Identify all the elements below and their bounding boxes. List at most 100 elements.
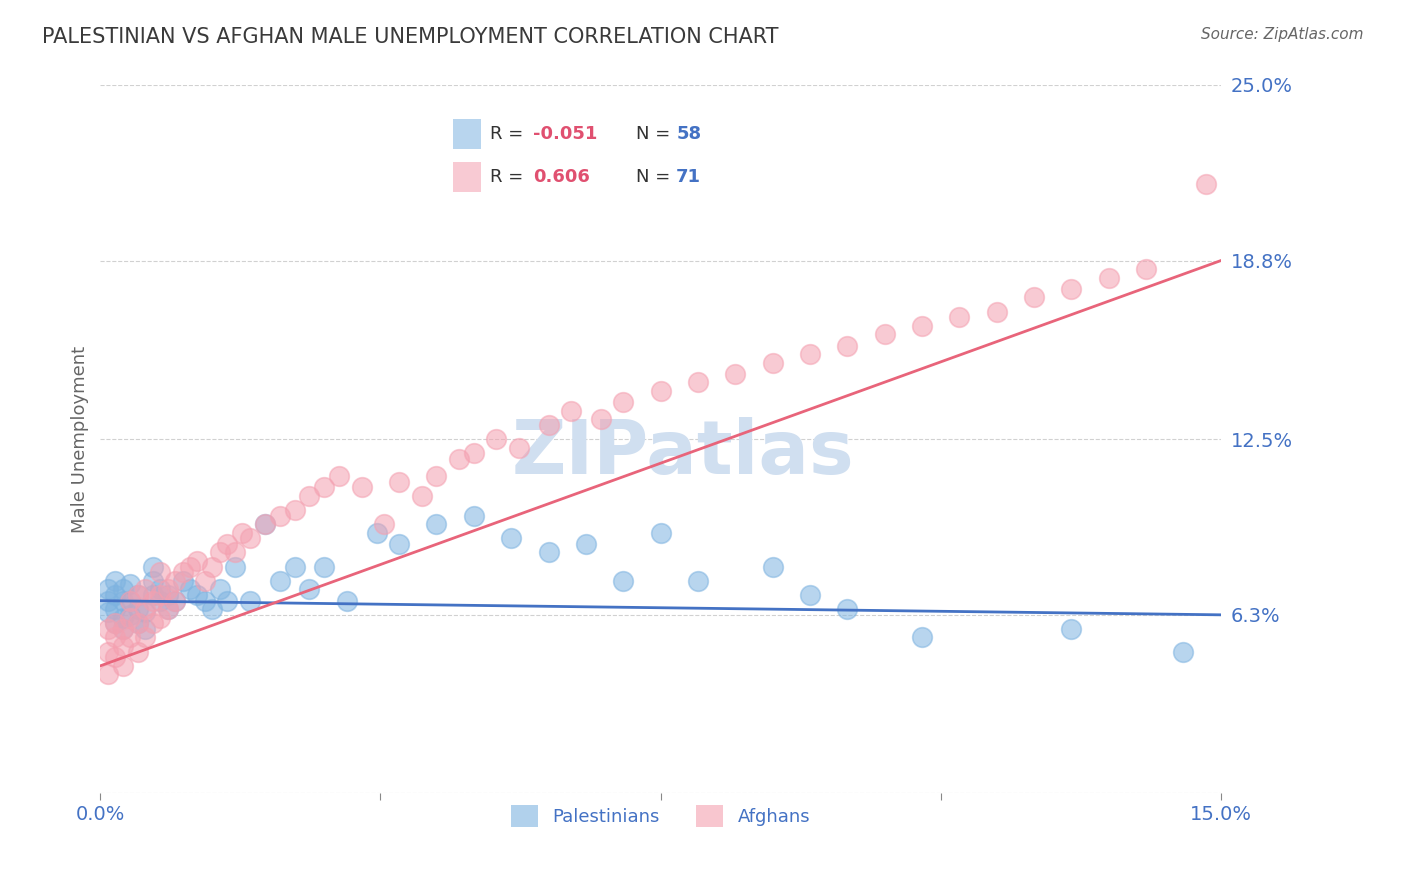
Point bbox=[149, 588, 172, 602]
Point bbox=[111, 639, 134, 653]
Point bbox=[111, 593, 134, 607]
Point bbox=[194, 574, 217, 588]
Y-axis label: Male Unemployment: Male Unemployment bbox=[72, 345, 89, 533]
Point bbox=[253, 517, 276, 532]
Point bbox=[179, 582, 201, 597]
Point bbox=[104, 602, 127, 616]
Point bbox=[1135, 262, 1157, 277]
Point bbox=[111, 582, 134, 597]
Point bbox=[761, 559, 783, 574]
Point bbox=[411, 489, 433, 503]
Point bbox=[239, 593, 262, 607]
Point bbox=[373, 517, 395, 532]
Point bbox=[186, 588, 208, 602]
Point bbox=[298, 489, 321, 503]
Point bbox=[837, 338, 859, 352]
Point bbox=[328, 469, 350, 483]
Point bbox=[111, 610, 134, 624]
Point bbox=[336, 593, 359, 607]
Point bbox=[1022, 290, 1045, 304]
Point bbox=[172, 574, 194, 588]
Point bbox=[134, 602, 156, 616]
Point bbox=[314, 559, 336, 574]
Point bbox=[612, 574, 634, 588]
Point bbox=[97, 645, 120, 659]
Point bbox=[425, 469, 447, 483]
Point bbox=[686, 574, 709, 588]
Point bbox=[97, 605, 120, 619]
Point bbox=[224, 559, 246, 574]
Point bbox=[163, 593, 186, 607]
Point bbox=[560, 404, 582, 418]
Point bbox=[298, 582, 321, 597]
Point bbox=[911, 631, 934, 645]
Point bbox=[231, 525, 253, 540]
Point bbox=[948, 310, 970, 325]
Point bbox=[799, 588, 821, 602]
Point bbox=[104, 588, 127, 602]
Point bbox=[111, 622, 134, 636]
Point bbox=[127, 588, 149, 602]
Point bbox=[179, 559, 201, 574]
Point bbox=[104, 616, 127, 631]
Point bbox=[120, 607, 142, 622]
Point bbox=[314, 480, 336, 494]
Point bbox=[650, 525, 672, 540]
Point bbox=[283, 503, 305, 517]
Point bbox=[142, 588, 165, 602]
Point bbox=[127, 616, 149, 631]
Point bbox=[761, 356, 783, 370]
Point bbox=[485, 432, 508, 446]
Point bbox=[134, 622, 156, 636]
Point bbox=[149, 566, 172, 580]
Point bbox=[911, 318, 934, 333]
Point bbox=[650, 384, 672, 398]
Point bbox=[463, 446, 485, 460]
Point bbox=[104, 616, 127, 631]
Text: PALESTINIAN VS AFGHAN MALE UNEMPLOYMENT CORRELATION CHART: PALESTINIAN VS AFGHAN MALE UNEMPLOYMENT … bbox=[42, 27, 779, 46]
Point bbox=[537, 545, 560, 559]
Point bbox=[463, 508, 485, 523]
Point bbox=[127, 602, 149, 616]
Point bbox=[127, 588, 149, 602]
Point bbox=[201, 559, 224, 574]
Point bbox=[120, 631, 142, 645]
Point bbox=[97, 667, 120, 681]
Text: Source: ZipAtlas.com: Source: ZipAtlas.com bbox=[1201, 27, 1364, 42]
Point bbox=[120, 576, 142, 591]
Point bbox=[127, 616, 149, 631]
Point bbox=[501, 531, 523, 545]
Text: ZIPatlas: ZIPatlas bbox=[512, 417, 855, 490]
Point bbox=[239, 531, 262, 545]
Point bbox=[172, 566, 194, 580]
Point bbox=[142, 559, 165, 574]
Point bbox=[97, 593, 120, 607]
Point bbox=[127, 645, 149, 659]
Point bbox=[120, 610, 142, 624]
Point bbox=[163, 593, 186, 607]
Point bbox=[104, 574, 127, 588]
Point bbox=[142, 616, 165, 631]
Point bbox=[149, 610, 172, 624]
Point bbox=[186, 554, 208, 568]
Point bbox=[111, 622, 134, 636]
Point bbox=[986, 304, 1008, 318]
Point bbox=[366, 525, 388, 540]
Point bbox=[686, 376, 709, 390]
Point bbox=[142, 574, 165, 588]
Point bbox=[508, 441, 530, 455]
Point bbox=[120, 593, 142, 607]
Point bbox=[194, 593, 217, 607]
Point bbox=[217, 537, 239, 551]
Point bbox=[97, 622, 120, 636]
Point bbox=[134, 631, 156, 645]
Point bbox=[537, 417, 560, 432]
Point bbox=[217, 593, 239, 607]
Point bbox=[156, 582, 179, 597]
Point bbox=[350, 480, 373, 494]
Point bbox=[156, 602, 179, 616]
Point bbox=[612, 395, 634, 409]
Legend: Palestinians, Afghans: Palestinians, Afghans bbox=[503, 797, 817, 834]
Point bbox=[163, 574, 186, 588]
Point bbox=[589, 412, 612, 426]
